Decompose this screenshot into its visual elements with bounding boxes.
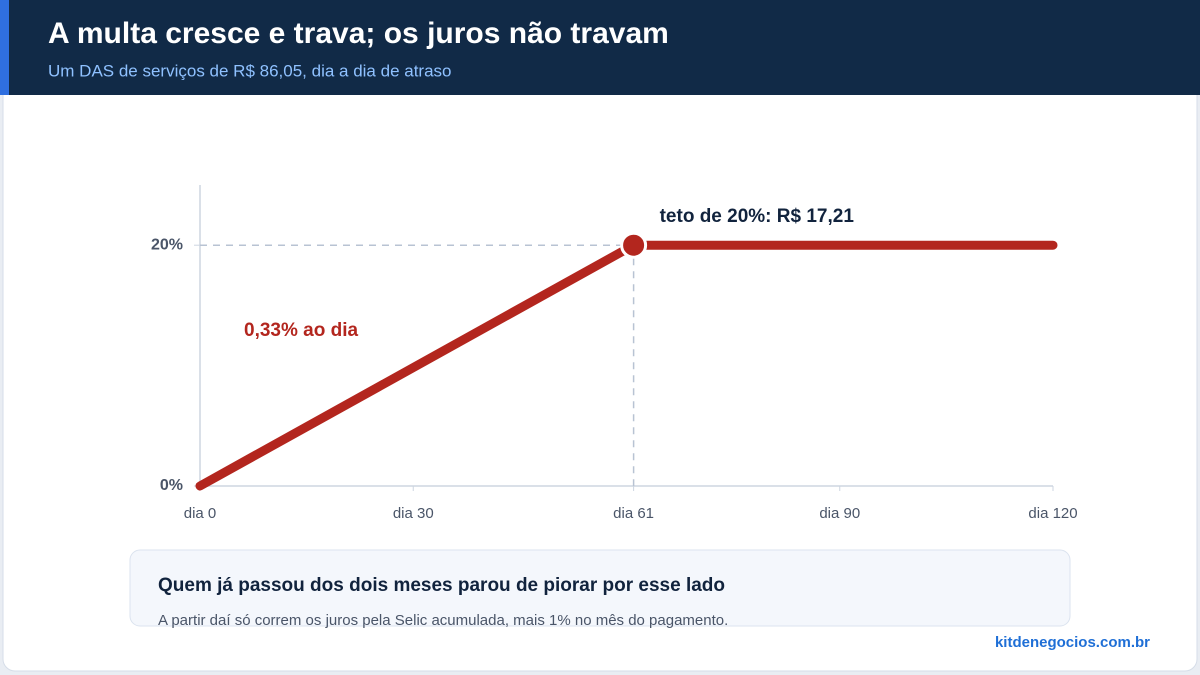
- source: kitdenegocios.com.br: [995, 634, 1150, 651]
- x-tick-label: dia 120: [1028, 505, 1077, 522]
- x-tick-label: dia 61: [613, 505, 654, 522]
- callout-box: [129, 549, 1071, 627]
- annotation-cap: teto de 20%: R$ 17,21: [660, 206, 855, 227]
- cap-point: [620, 231, 648, 259]
- x-tick-label: dia 0: [184, 505, 217, 522]
- header-band: [0, 0, 1200, 95]
- y-tick-label: 0%: [160, 477, 183, 494]
- y-tick-label: 20%: [151, 236, 183, 253]
- callout-text: A partir daí só correm os juros pela Sel…: [158, 612, 728, 629]
- annotation-rate: 0,33% ao dia: [244, 320, 358, 341]
- title: A multa cresce e trava; os juros não tra…: [48, 17, 669, 50]
- plot: 0% 20% dia 0 dia 30 dia 61 dia 90 dia 120 teto …: [151, 185, 1078, 522]
- subtitle: Um DAS de serviços de R$ 86,05, dia a di…: [48, 61, 452, 80]
- x-tick-label: dia 90: [819, 505, 860, 522]
- callout-title: Quem já passou dos dois meses parou de p…: [158, 575, 725, 596]
- header-accent: [0, 0, 9, 95]
- x-tick-label: dia 30: [393, 505, 434, 522]
